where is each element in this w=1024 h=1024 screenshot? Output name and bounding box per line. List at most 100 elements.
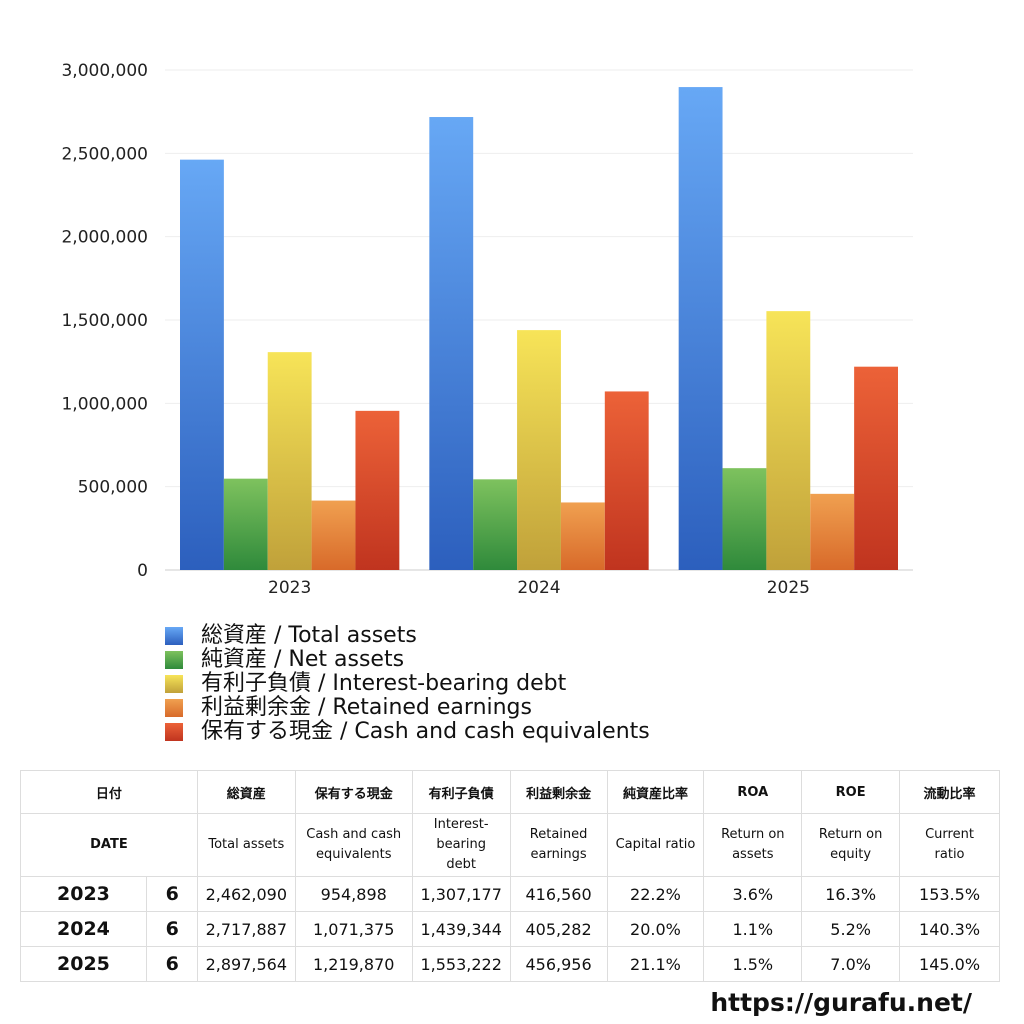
cell-capital-ratio: 20.0% [606,911,705,947]
header-capital-ratio-en: Capital ratio [606,813,705,877]
header-capital-ratio-jp: 純資産比率 [606,770,705,814]
cell-retained: 416,560 [509,876,608,912]
legend-label-net-assets: 純資産 / Net assets [201,647,405,672]
cell-current-ratio: 145.0% [899,946,1000,982]
y-tick-label: 500,000 [78,478,148,498]
bar-2025-series-2 [766,311,811,570]
header-current-ratio-jp: 流動比率 [899,770,1000,814]
y-tick-label: 3,000,000 [61,61,148,81]
table-header-jp: 日付 総資産 保有する現金 有利子負債 利益剰余金 純資産比率 ROA ROE … [20,770,1000,814]
bar-2025-series-1 [722,468,767,570]
legend-swatch-interest-bearing-debt [165,675,183,693]
bar-2023-series-1 [223,478,268,570]
bar-2023-series-2 [267,352,312,570]
bar-2025-series-3 [810,493,855,570]
bar-2024-series-1 [473,479,518,570]
legend-item-retained-earnings: 利益剰余金 / Retained earnings [165,696,650,720]
table-row: 2025 6 2,897,564 1,219,870 1,553,222 456… [20,946,1000,982]
header-roe-en: Return on equity [801,813,901,877]
legend-label-total-assets: 総資産 / Total assets [201,623,417,648]
cell-roe: 5.2% [801,911,901,947]
cell-roa: 3.6% [703,876,803,912]
cell-roe: 7.0% [801,946,901,982]
legend-item-cash: 保有する現金 / Cash and cash equivalents [165,720,650,744]
cell-cash: 954,898 [294,876,413,912]
cell-capital-ratio: 22.2% [606,876,705,912]
bar-2025-series-0 [678,87,723,571]
header-roa-en: Return on assets [703,813,803,877]
bar-2023-series-3 [311,500,356,570]
y-tick-label: 1,500,000 [61,311,148,331]
bar-2024-series-0 [429,117,474,571]
cell-retained: 405,282 [509,911,608,947]
cell-capital-ratio: 21.1% [606,946,705,982]
header-debt-en: Interest-bearing debt [411,813,511,877]
cell-roa: 1.1% [703,911,803,947]
legend-label-cash: 保有する現金 / Cash and cash equivalents [201,719,650,744]
source-url[interactable]: https://gurafu.net/ [710,988,972,1017]
header-total-assets-jp: 総資産 [196,770,296,814]
legend-label-interest-bearing-debt: 有利子負債 / Interest-bearing debt [201,671,567,696]
cell-month: 6 [145,946,198,982]
chart-legend: 総資産 / Total assets 純資産 / Net assets 有利子負… [165,624,650,744]
y-axis-ticks: 0 500,000 1,000,000 1,500,000 2,000,000 2,500… [61,61,148,581]
header-date-en: DATE [20,813,198,877]
cell-cash: 1,219,870 [294,946,413,982]
cell-month: 6 [145,876,198,912]
header-date-jp: 日付 [20,770,198,814]
cell-year: 2023 [20,876,147,912]
legend-item-net-assets: 純資産 / Net assets [165,648,650,672]
cell-roa: 1.5% [703,946,803,982]
bar-2024-series-2 [517,330,561,570]
legend-item-total-assets: 総資産 / Total assets [165,624,650,648]
cell-retained: 456,956 [509,946,608,982]
cell-debt: 1,439,344 [411,911,511,947]
cell-total-assets: 2,717,887 [196,911,296,947]
header-cash-en: Cash and cash equivalents [294,813,413,877]
cell-current-ratio: 153.5% [899,876,1000,912]
bar-2023-series-4 [355,410,400,570]
header-roe-jp: ROE [801,770,901,814]
y-tick-label: 2,000,000 [61,228,148,248]
header-cash-jp: 保有する現金 [294,770,413,814]
cell-current-ratio: 140.3% [899,911,1000,947]
x-axis-ticks: 2023 2024 2025 [268,578,810,598]
x-tick-label: 2023 [268,578,311,598]
cell-year: 2025 [20,946,147,982]
header-retained-en: Retained earnings [509,813,608,877]
table-row: 2024 6 2,717,887 1,071,375 1,439,344 405… [20,911,1000,947]
bar-2025-series-4 [854,366,898,570]
y-tick-label: 0 [137,561,148,581]
cell-total-assets: 2,462,090 [196,876,296,912]
legend-swatch-net-assets [165,651,183,669]
header-debt-jp: 有利子負債 [411,770,511,814]
cell-month: 6 [145,911,198,947]
legend-swatch-cash [165,723,183,741]
cell-year: 2024 [20,911,147,947]
cell-roe: 16.3% [801,876,901,912]
financial-table: 日付 総資産 保有する現金 有利子負債 利益剰余金 純資産比率 ROA ROE … [20,770,1000,982]
legend-item-interest-bearing-debt: 有利子負債 / Interest-bearing debt [165,672,650,696]
x-tick-label: 2024 [517,578,560,598]
cell-debt: 1,307,177 [411,876,511,912]
bar-2024-series-4 [604,391,649,570]
legend-swatch-total-assets [165,627,183,645]
y-tick-label: 1,000,000 [61,394,148,414]
table-row: 2023 6 2,462,090 954,898 1,307,177 416,5… [20,876,1000,912]
legend-swatch-retained-earnings [165,699,183,717]
cell-debt: 1,553,222 [411,946,511,982]
header-current-ratio-en: Current ratio [899,813,1000,877]
y-tick-label: 2,500,000 [61,144,148,164]
bar-2023-series-0 [180,159,224,570]
header-total-assets-en: Total assets [196,813,296,877]
bars [180,87,898,571]
bar-chart: 0 500,000 1,000,000 1,500,000 2,000,000 2,500… [61,61,913,598]
cell-cash: 1,071,375 [294,911,413,947]
header-roa-jp: ROA [703,770,803,814]
header-retained-jp: 利益剰余金 [509,770,608,814]
cell-total-assets: 2,897,564 [196,946,296,982]
legend-label-retained-earnings: 利益剰余金 / Retained earnings [201,695,532,720]
bar-2024-series-3 [560,502,605,570]
x-tick-label: 2025 [767,578,810,598]
table-header-en: DATE Total assets Cash and cash equivalen… [20,813,1000,877]
